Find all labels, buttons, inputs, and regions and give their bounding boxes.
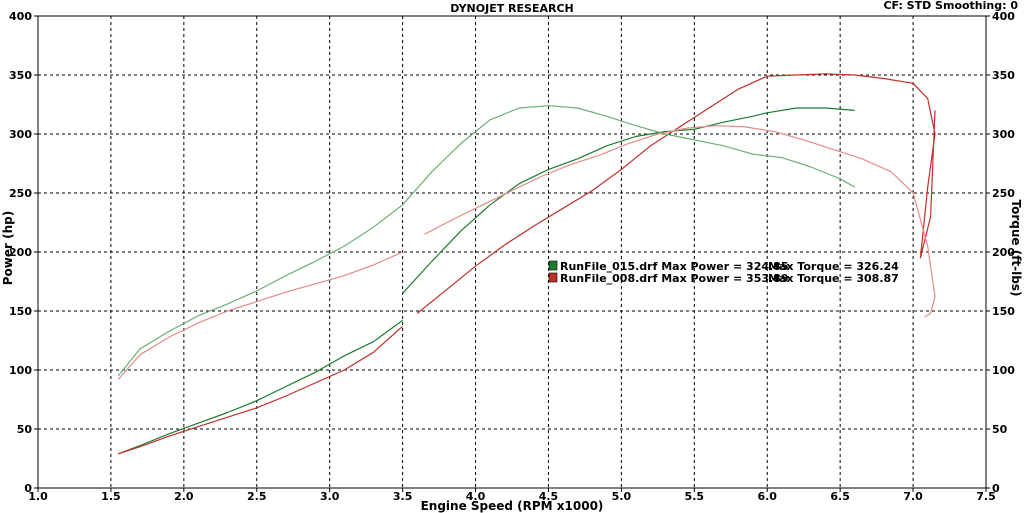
x-axis-ticks: 1.0 1.5 2.0 2.5 3.0 3.5 4.0 4.5 5.0 5.5 6.0 6.5 7.0 7… xyxy=(28,488,996,503)
y2-tick-label: 100 xyxy=(992,364,1015,377)
legend-entry-label: RunFile_015.drf Max Power = 324.85 xyxy=(560,260,789,273)
y2-axis-ticks: 0 50 100 150 200 250 300 350 400 xyxy=(986,10,1015,495)
x-axis-label: Engine Speed (RPM x1000) xyxy=(421,499,604,513)
y2-tick-label: 250 xyxy=(992,187,1015,200)
grid xyxy=(38,16,986,488)
series-line-power xyxy=(416,73,936,314)
y-axis-ticks: 0 50 100 150 200 250 300 350 400 xyxy=(9,10,38,495)
y2-tick-label: 350 xyxy=(992,69,1015,82)
x-tick-label: 1.5 xyxy=(101,490,121,503)
y-tick-label: 250 xyxy=(9,187,32,200)
cf-smoothing-info: CF: STD Smoothing: 0 xyxy=(883,0,1018,12)
legend-swatch xyxy=(548,272,558,283)
legend-entry-label: RunFile_008.drf Max Power = 353.89 xyxy=(560,272,789,285)
y-axis-label: Power (hp) xyxy=(1,211,15,285)
y2-axis-label: Torque (ft-lbs) xyxy=(1009,200,1023,297)
x-tick-label: 5.5 xyxy=(685,490,705,503)
y2-tick-label: 400 xyxy=(992,10,1015,23)
y-tick-label: 150 xyxy=(9,305,32,318)
x-tick-label: 1.0 xyxy=(28,490,48,503)
y2-tick-label: 200 xyxy=(992,246,1015,259)
series-line-torque xyxy=(424,125,936,318)
x-tick-label: 7.0 xyxy=(903,490,923,503)
y2-tick-label: 150 xyxy=(992,305,1015,318)
legend-entry-torque: Max Torque = 308.87 xyxy=(768,272,899,285)
legend-swatch xyxy=(548,260,558,271)
x-tick-label: 3.0 xyxy=(320,490,340,503)
chart-title: DYNOJET RESEARCH xyxy=(450,2,573,15)
x-tick-label: 6.0 xyxy=(757,490,777,503)
y-tick-label: 0 xyxy=(24,482,32,495)
x-tick-label: 7.5 xyxy=(976,490,996,503)
series-line-power xyxy=(402,107,855,294)
y2-tick-label: 300 xyxy=(992,128,1015,141)
y-tick-label: 350 xyxy=(9,69,32,82)
x-tick-label: 2.0 xyxy=(174,490,194,503)
y2-tick-label: 0 xyxy=(992,482,1000,495)
y-tick-label: 50 xyxy=(17,423,33,436)
series-line-power xyxy=(117,319,403,455)
y-tick-label: 100 xyxy=(9,364,32,377)
series-line-power xyxy=(118,325,403,455)
legend-entry-torque: Max Torque = 326.24 xyxy=(768,260,899,273)
series-group xyxy=(117,73,936,455)
x-tick-label: 3.5 xyxy=(393,490,413,503)
y-tick-label: 300 xyxy=(9,128,32,141)
x-tick-label: 5.0 xyxy=(612,490,632,503)
x-tick-label: 4.0 xyxy=(466,490,486,503)
series-line-torque xyxy=(117,251,403,380)
x-tick-label: 6.5 xyxy=(830,490,850,503)
series-line-torque xyxy=(117,105,855,377)
y2-tick-label: 50 xyxy=(992,423,1008,436)
y-tick-label: 400 xyxy=(9,10,32,23)
y-tick-label: 200 xyxy=(9,246,32,259)
x-tick-label: 4.5 xyxy=(539,490,559,503)
x-tick-label: 2.5 xyxy=(247,490,267,503)
